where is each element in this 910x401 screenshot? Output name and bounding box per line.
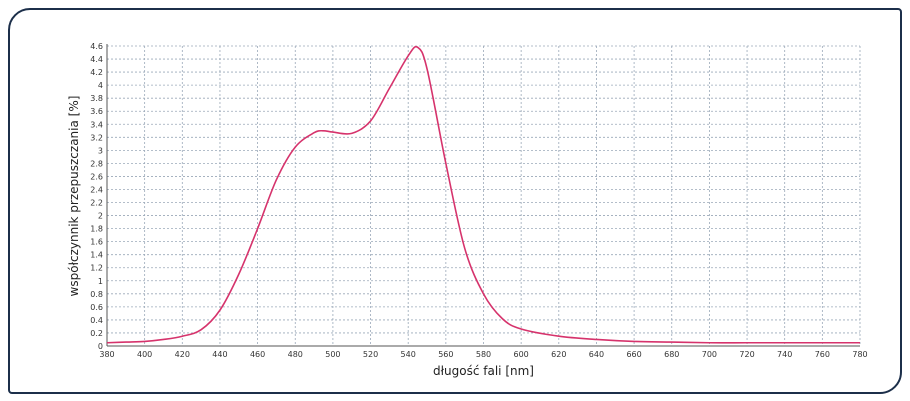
y-tick-label: 0.8 [90,290,103,299]
x-tick-label: 440 [212,350,227,359]
x-tick-label: 580 [476,350,491,359]
y-tick-label: 2.8 [90,159,103,168]
grid [106,45,861,347]
y-tick-label: 3.4 [90,120,103,129]
x-tick-label: 600 [514,350,529,359]
x-tick-label: 720 [739,350,754,359]
x-tick-label: 400 [137,350,152,359]
y-tick-label: 3.8 [90,94,103,103]
y-tick-label: 4.6 [90,42,103,51]
x-tick-label: 520 [363,350,378,359]
series-line-0 [106,45,860,344]
x-tick-label: 680 [664,350,679,359]
x-tick-label: 460 [250,350,265,359]
y-tick-label: 0.4 [90,316,103,325]
x-tick-label: 760 [815,350,830,359]
axes [106,44,860,347]
y-tick-label: 4.2 [90,68,103,77]
y-tick-label: 1.4 [90,251,103,260]
x-tick-label: 480 [288,350,303,359]
y-tick-label: 2.2 [90,199,103,208]
y-tick-label: 3.2 [90,133,103,142]
x-tick-label: 620 [551,350,566,359]
y-tick-label: 3.6 [90,107,103,116]
y-axis-label: współczynnik przepuszczania [%] [67,96,81,297]
x-tick-label: 380 [99,350,114,359]
y-tick-label: 2.4 [90,185,103,194]
y-tick-label: 4.4 [90,55,103,64]
x-tick-label: 640 [589,350,604,359]
y-tick-label: 0.2 [90,329,103,338]
y-tick-label: 4 [98,81,103,90]
y-tick-label: 0 [98,342,103,351]
x-tick-label: 540 [401,350,416,359]
x-tick-label: 560 [438,350,453,359]
tick-labels: 380 400 420 440 460 480 500 520 540 560 580 600 620 6… [90,42,867,359]
y-tick-label: 3 [98,146,103,155]
x-tick-label: 420 [175,350,190,359]
y-tick-label: 0.6 [90,303,103,312]
x-tick-label: 500 [325,350,340,359]
y-tick-label: 1.8 [90,225,103,234]
y-tick-label: 1.6 [90,238,103,247]
y-tick-label: 1.2 [90,264,103,273]
x-tick-label: 660 [626,350,641,359]
y-tick-label: 2 [98,212,103,221]
x-tick-label: 780 [852,350,867,359]
y-tick-label: 1 [98,277,103,286]
x-axis-label: długość fali [nm] [433,364,534,378]
x-tick-label: 740 [777,350,792,359]
y-tick-label: 2.6 [90,172,103,181]
series-layer [106,45,860,344]
x-tick-label: 700 [702,350,717,359]
